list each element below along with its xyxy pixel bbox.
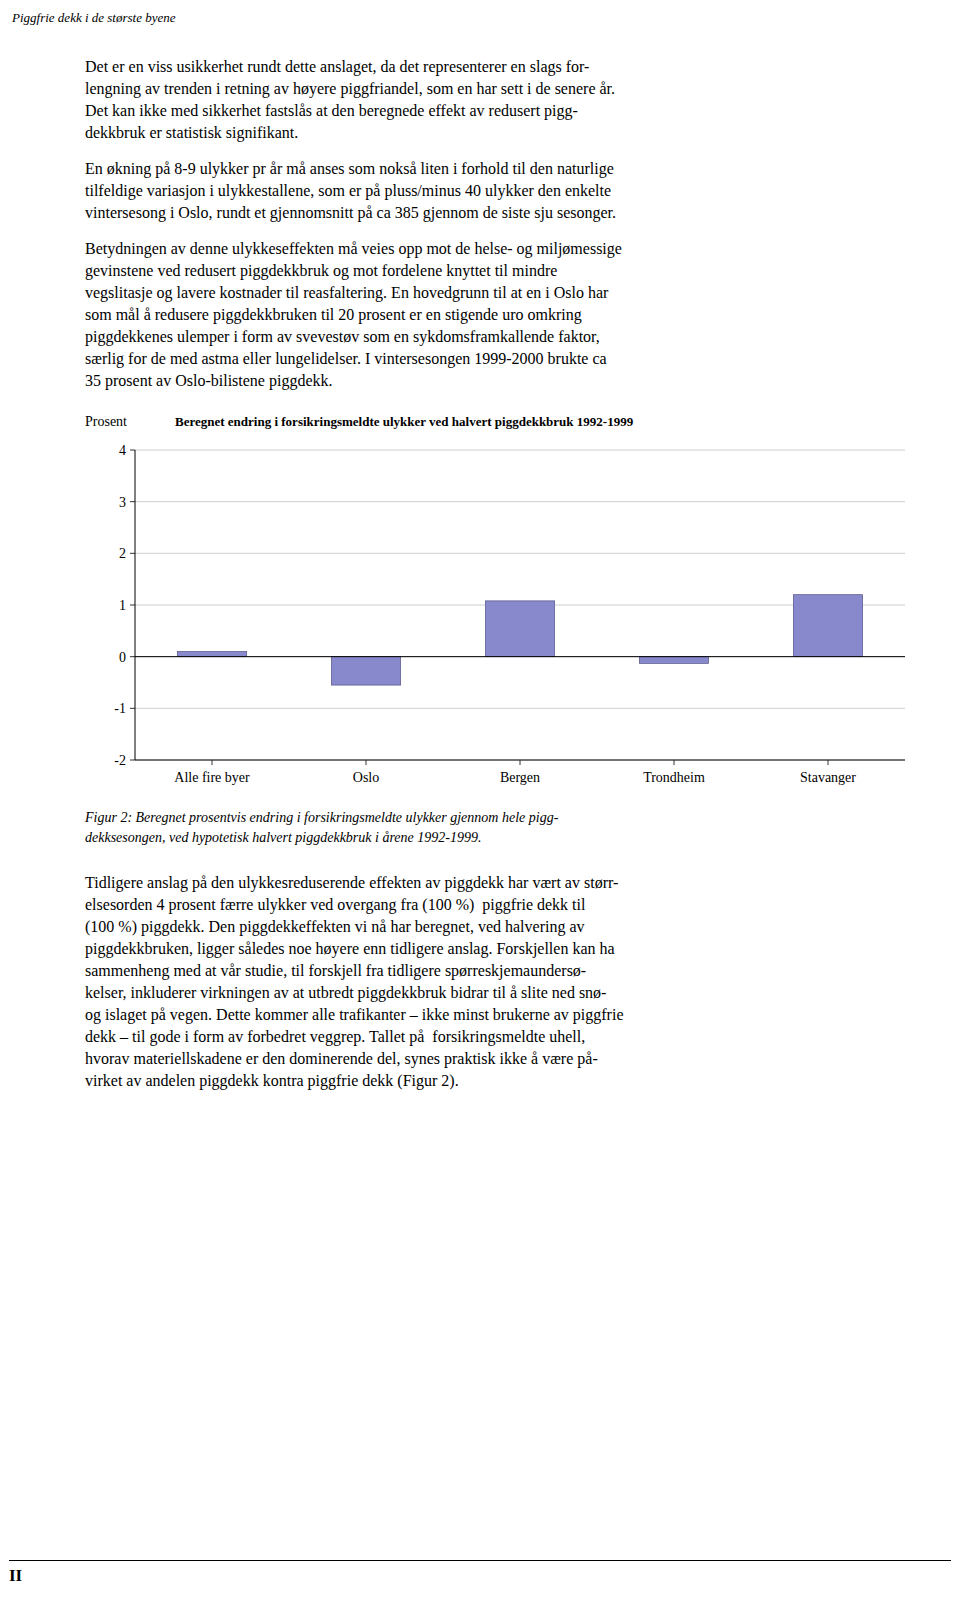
page: Piggfrie dekk i de største byene Det er e… (0, 0, 960, 1600)
chart: -2 -1 0 1 2 3 4 Alle fire byer Oslo Bergen Trondhe… (85, 436, 925, 796)
y-tick (130, 760, 135, 761)
bottom-rule (9, 1560, 951, 1561)
text-line: piggdekkbruken, ligger således noe høyer… (85, 938, 925, 960)
text-line: tilfeldige variasjon i ulykkestallene, s… (85, 180, 925, 202)
y-axis-line (135, 450, 136, 760)
grid-line (135, 708, 905, 709)
x-tick-label: Stavanger (800, 770, 856, 785)
y-tick (130, 605, 135, 606)
chart-title: Beregnet endring i forsikringsmeldte uly… (175, 414, 633, 430)
text-line: som mål å redusere piggdekkbruken til 20… (85, 304, 925, 326)
bar (331, 657, 400, 685)
text-line: virket av andelen piggdekk kontra piggfr… (85, 1070, 925, 1092)
text-line: Det er en viss usikkerhet rundt dette an… (85, 56, 925, 78)
bar (793, 595, 862, 657)
chart-header: ProsentBeregnet endring i forsikringsmel… (85, 414, 925, 430)
text-line: Betydningen av denne ulykkeseffekten må … (85, 238, 925, 260)
y-tick-label: 2 (119, 546, 126, 561)
paragraph: Det er en viss usikkerhet rundt dette an… (85, 56, 925, 144)
x-tick-label: Bergen (500, 770, 540, 785)
x-tick (520, 760, 521, 765)
bar (485, 601, 554, 657)
text-line: Tidligere anslag på den ulykkesreduseren… (85, 872, 925, 894)
y-tick-label: -2 (114, 753, 126, 768)
x-tick (366, 760, 367, 765)
y-tick-label: 4 (119, 443, 126, 458)
text-line: gevinstene ved redusert piggdekkbruk og … (85, 260, 925, 282)
text-line: dekk – til gode i form av forbedret vegg… (85, 1026, 925, 1048)
x-tick-label: Oslo (353, 770, 379, 785)
page-number: II (9, 1566, 22, 1586)
y-tick-label: 0 (119, 650, 126, 665)
text-line: vintersesong i Oslo, rundt et gjennomsni… (85, 202, 925, 224)
text-line: Det kan ikke med sikkerhet fastslås at d… (85, 100, 925, 122)
text-line: vegslitasje og lavere kostnader til reas… (85, 282, 925, 304)
text-line: hvorav materiellskadene er den domineren… (85, 1048, 925, 1070)
x-tick-label: Trondheim (643, 770, 705, 785)
bar (639, 657, 708, 664)
text-line: (100 %) piggdekk. Den piggdekkeffekten v… (85, 916, 925, 938)
text-line: kelser, inkluderer virkningen av at utbr… (85, 982, 925, 1004)
y-tick-label: 1 (119, 598, 126, 613)
grid-line (135, 501, 905, 502)
text-line: dekksesongen, ved hypotetisk halvert pig… (85, 828, 925, 848)
body-text: Det er en viss usikkerhet rundt dette an… (85, 56, 925, 1106)
y-tick-label: 3 (119, 495, 126, 510)
grid-line (135, 656, 905, 657)
text-line: 35 prosent av Oslo-bilistene piggdekk. (85, 370, 925, 392)
y-axis-label: Prosent (85, 414, 175, 430)
y-tick (130, 501, 135, 502)
y-tick (130, 553, 135, 554)
y-tick (130, 656, 135, 657)
x-tick (828, 760, 829, 765)
grid-line (135, 553, 905, 554)
y-tick (130, 450, 135, 451)
text-line: særlig for de med astma eller lungelidel… (85, 348, 925, 370)
zero-line (135, 656, 905, 657)
paragraph: Betydningen av denne ulykkeseffekten må … (85, 238, 925, 392)
y-tick-label: -1 (114, 701, 126, 716)
x-tick-label: Alle fire byer (174, 770, 250, 785)
paragraph: Tidligere anslag på den ulykkesreduseren… (85, 872, 925, 1092)
caption: Figur 2: Beregnet prosentvis endring i f… (85, 808, 925, 848)
bars (177, 595, 862, 685)
page-title: Piggfrie dekk i de største byene (12, 10, 176, 26)
y-tick (130, 708, 135, 709)
text-line: elsesorden 4 prosent færre ulykker ved o… (85, 894, 925, 916)
bar (177, 652, 246, 657)
x-tick (212, 760, 213, 765)
text-line: piggdekkenes ulemper i form av svevestøv… (85, 326, 925, 348)
text-line: og islaget på vegen. Dette kommer alle t… (85, 1004, 925, 1026)
text-line: En økning på 8-9 ulykker pr år må anses … (85, 158, 925, 180)
text-line: dekkbruk er statistisk signifikant. (85, 122, 925, 144)
paragraph: En økning på 8-9 ulykker pr år må anses … (85, 158, 925, 224)
text-line: Figur 2: Beregnet prosentvis endring i f… (85, 808, 925, 828)
text-line: lengning av trenden i retning av høyere … (85, 78, 925, 100)
grid-line (135, 450, 905, 451)
x-tick (674, 760, 675, 765)
text-line: sammenheng med at vår studie, til forskj… (85, 960, 925, 982)
